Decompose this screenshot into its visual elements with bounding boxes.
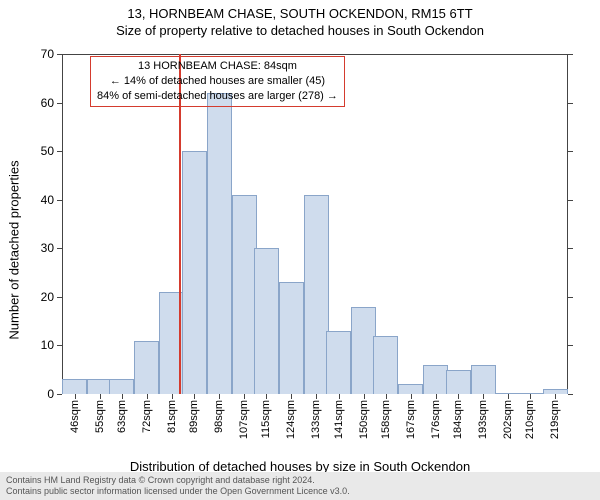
histogram-bar	[109, 379, 134, 394]
x-tick	[75, 394, 76, 399]
y-tick	[568, 394, 573, 395]
y-tick	[57, 248, 62, 249]
y-tick	[57, 200, 62, 201]
histogram-bar	[254, 248, 279, 394]
x-tick	[555, 394, 556, 399]
x-tick-label: 141sqm	[333, 400, 345, 439]
y-tick	[568, 151, 573, 152]
x-tick	[316, 394, 317, 399]
x-tick-label: 150sqm	[358, 400, 370, 439]
x-tick-label: 219sqm	[549, 400, 561, 439]
histogram-bar	[398, 384, 423, 394]
histogram-bar	[232, 195, 257, 394]
histogram-bar	[471, 365, 496, 394]
y-tick	[57, 345, 62, 346]
x-tick-label: 72sqm	[141, 400, 153, 433]
histogram-bar	[279, 282, 304, 394]
histogram-bar	[446, 370, 471, 394]
y-tick	[57, 394, 62, 395]
histogram-bar	[207, 93, 232, 394]
x-tick	[172, 394, 173, 399]
y-tick-label: 70	[41, 47, 54, 61]
x-tick	[244, 394, 245, 399]
x-tick-label: 193sqm	[477, 400, 489, 439]
x-tick	[194, 394, 195, 399]
callout-line2: ← 14% of detached houses are smaller (45…	[97, 74, 338, 89]
histogram-bar	[134, 341, 159, 394]
y-tick-label: 50	[41, 144, 54, 158]
y-tick	[57, 103, 62, 104]
y-tick	[568, 248, 573, 249]
x-tick	[147, 394, 148, 399]
footer-line1: Contains HM Land Registry data © Crown c…	[6, 475, 594, 486]
x-tick	[266, 394, 267, 399]
y-axis-title: Number of detached properties	[7, 160, 22, 339]
callout-box: 13 HORNBEAM CHASE: 84sqm← 14% of detache…	[90, 56, 345, 107]
x-tick	[291, 394, 292, 399]
histogram-bar	[373, 336, 398, 394]
x-tick-label: 63sqm	[116, 400, 128, 433]
x-tick-label: 115sqm	[260, 400, 272, 438]
histogram-bar	[326, 331, 351, 394]
y-tick	[57, 297, 62, 298]
y-tick-label: 0	[47, 387, 54, 401]
x-tick-label: 167sqm	[405, 400, 417, 439]
x-tick	[100, 394, 101, 399]
histogram-chart: 01020304050607046sqm55sqm63sqm72sqm81sqm…	[62, 54, 568, 394]
footer-attribution: Contains HM Land Registry data © Crown c…	[0, 472, 600, 500]
y-tick-label: 40	[41, 193, 54, 207]
y-tick	[568, 200, 573, 201]
x-tick-label: 107sqm	[238, 400, 250, 439]
x-tick-label: 210sqm	[524, 400, 536, 439]
y-tick	[568, 345, 573, 346]
y-tick	[57, 151, 62, 152]
x-tick	[386, 394, 387, 399]
chart-title-line2: Size of property relative to detached ho…	[0, 23, 600, 38]
x-tick	[458, 394, 459, 399]
y-tick-label: 10	[41, 338, 54, 352]
y-tick	[57, 54, 62, 55]
histogram-bar	[182, 151, 207, 394]
x-tick	[530, 394, 531, 399]
x-tick-label: 124sqm	[285, 400, 297, 439]
x-tick	[219, 394, 220, 399]
x-tick-label: 46sqm	[69, 400, 81, 433]
chart-title-line1: 13, HORNBEAM CHASE, SOUTH OCKENDON, RM15…	[0, 6, 600, 21]
x-tick	[436, 394, 437, 399]
y-tick	[568, 54, 573, 55]
x-tick-label: 158sqm	[380, 400, 392, 439]
x-tick	[411, 394, 412, 399]
x-tick-label: 55sqm	[94, 400, 106, 433]
y-tick	[568, 103, 573, 104]
x-tick-label: 184sqm	[452, 400, 464, 439]
x-tick	[483, 394, 484, 399]
y-tick-label: 20	[41, 290, 54, 304]
histogram-bar	[62, 379, 87, 394]
x-tick	[364, 394, 365, 399]
footer-line2: Contains public sector information licen…	[6, 486, 594, 497]
x-tick-label: 98sqm	[213, 400, 225, 433]
y-tick-label: 30	[41, 241, 54, 255]
y-tick-label: 60	[41, 96, 54, 110]
x-tick-label: 202sqm	[502, 400, 514, 439]
x-tick-label: 89sqm	[188, 400, 200, 433]
x-tick-label: 133sqm	[310, 400, 322, 439]
callout-line3: 84% of semi-detached houses are larger (…	[97, 89, 338, 104]
x-tick	[508, 394, 509, 399]
y-tick	[568, 297, 573, 298]
x-tick	[122, 394, 123, 399]
x-tick	[339, 394, 340, 399]
x-tick-label: 176sqm	[430, 400, 442, 439]
x-tick-label: 81sqm	[166, 400, 178, 433]
callout-line1: 13 HORNBEAM CHASE: 84sqm	[97, 59, 338, 74]
